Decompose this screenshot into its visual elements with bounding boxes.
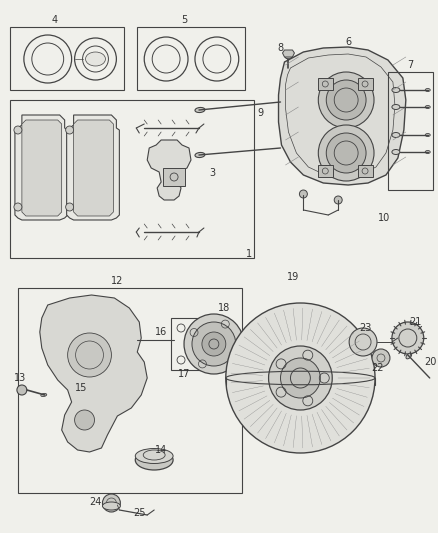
Text: 10: 10 bbox=[378, 213, 390, 223]
Polygon shape bbox=[147, 140, 191, 200]
Bar bbox=[171, 318, 223, 370]
Ellipse shape bbox=[41, 393, 47, 397]
Ellipse shape bbox=[195, 108, 205, 112]
Circle shape bbox=[334, 196, 342, 204]
Circle shape bbox=[202, 332, 226, 356]
Polygon shape bbox=[67, 115, 120, 220]
Bar bbox=[10, 27, 124, 90]
Ellipse shape bbox=[135, 448, 173, 464]
Text: 19: 19 bbox=[287, 272, 300, 282]
Circle shape bbox=[66, 203, 74, 211]
Bar bbox=[137, 27, 245, 90]
Ellipse shape bbox=[102, 502, 120, 510]
Text: 1: 1 bbox=[246, 249, 252, 259]
Polygon shape bbox=[22, 120, 62, 216]
Circle shape bbox=[318, 125, 374, 181]
Text: 18: 18 bbox=[218, 303, 230, 313]
Text: 3: 3 bbox=[209, 168, 215, 178]
Circle shape bbox=[74, 410, 95, 430]
Text: 17: 17 bbox=[178, 369, 190, 379]
Circle shape bbox=[184, 314, 244, 374]
Circle shape bbox=[318, 72, 374, 128]
Ellipse shape bbox=[392, 87, 400, 93]
Circle shape bbox=[67, 333, 111, 377]
Circle shape bbox=[280, 358, 320, 398]
Polygon shape bbox=[283, 50, 294, 57]
Text: 25: 25 bbox=[133, 508, 145, 518]
Bar bbox=[10, 100, 254, 258]
Text: 13: 13 bbox=[14, 373, 26, 383]
Ellipse shape bbox=[135, 450, 173, 470]
Circle shape bbox=[17, 385, 27, 395]
Bar bbox=[318, 78, 333, 90]
Circle shape bbox=[66, 126, 74, 134]
Text: 4: 4 bbox=[52, 15, 58, 25]
Circle shape bbox=[14, 203, 22, 211]
Text: 14: 14 bbox=[155, 445, 167, 455]
Text: 23: 23 bbox=[359, 323, 371, 333]
Circle shape bbox=[392, 322, 424, 354]
Polygon shape bbox=[40, 295, 147, 452]
Text: 6: 6 bbox=[345, 37, 351, 47]
Ellipse shape bbox=[425, 150, 430, 154]
Ellipse shape bbox=[425, 133, 430, 136]
Text: 24: 24 bbox=[89, 497, 102, 507]
Ellipse shape bbox=[425, 106, 430, 109]
Text: 8: 8 bbox=[277, 43, 283, 53]
Ellipse shape bbox=[425, 88, 430, 92]
Polygon shape bbox=[279, 47, 406, 185]
Polygon shape bbox=[74, 120, 113, 216]
Bar bbox=[358, 78, 373, 90]
Text: 21: 21 bbox=[410, 317, 422, 327]
Text: 5: 5 bbox=[181, 15, 187, 25]
Bar bbox=[18, 288, 242, 493]
Ellipse shape bbox=[195, 152, 205, 158]
Ellipse shape bbox=[392, 133, 400, 138]
Circle shape bbox=[268, 346, 332, 410]
Circle shape bbox=[102, 494, 120, 512]
Circle shape bbox=[349, 328, 377, 356]
Ellipse shape bbox=[406, 353, 412, 359]
Circle shape bbox=[372, 349, 390, 367]
Circle shape bbox=[14, 126, 22, 134]
Bar bbox=[388, 72, 433, 190]
Bar bbox=[163, 168, 185, 186]
Circle shape bbox=[326, 133, 366, 173]
Text: 16: 16 bbox=[155, 327, 167, 337]
Polygon shape bbox=[15, 115, 67, 220]
Text: 20: 20 bbox=[424, 357, 437, 367]
Text: 7: 7 bbox=[407, 60, 413, 70]
Circle shape bbox=[192, 322, 236, 366]
Circle shape bbox=[300, 190, 307, 198]
Ellipse shape bbox=[392, 104, 400, 109]
Bar bbox=[358, 165, 373, 177]
Text: 15: 15 bbox=[75, 383, 88, 393]
Circle shape bbox=[285, 51, 293, 59]
Text: 9: 9 bbox=[258, 108, 264, 118]
Circle shape bbox=[226, 303, 375, 453]
Text: 12: 12 bbox=[111, 276, 124, 286]
Ellipse shape bbox=[85, 52, 106, 66]
Circle shape bbox=[326, 80, 366, 120]
Ellipse shape bbox=[392, 149, 400, 155]
Text: 22: 22 bbox=[372, 363, 384, 373]
Bar bbox=[318, 165, 333, 177]
